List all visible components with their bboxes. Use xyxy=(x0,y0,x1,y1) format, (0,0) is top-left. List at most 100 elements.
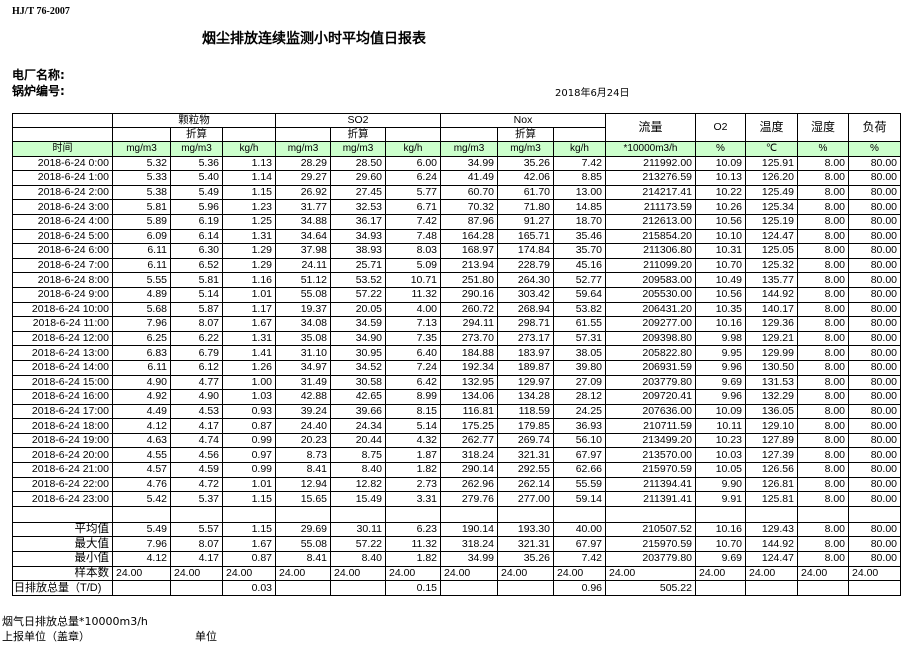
table-cell: 56.10 xyxy=(553,432,606,449)
table-cell: 125.34 xyxy=(745,199,798,215)
blank-row xyxy=(12,505,901,523)
table-cell: 29.60 xyxy=(330,170,386,186)
table-cell: 80.00 xyxy=(848,521,901,538)
table-cell: 8.15 xyxy=(385,403,441,420)
table-cell: 10.49 xyxy=(695,272,746,288)
table-cell: 10.56 xyxy=(695,286,746,303)
table-cell: 8.00 xyxy=(797,389,849,405)
table-cell: 4.90 xyxy=(112,374,171,391)
table-cell: 36.17 xyxy=(330,213,386,230)
table-cell: 1.15 xyxy=(222,521,276,538)
table-cell: 6.52 xyxy=(170,257,223,274)
table-cell: 35.26 xyxy=(497,551,554,567)
table-cell: 174.84 xyxy=(497,243,554,259)
table-cell: 6.83 xyxy=(112,345,171,361)
table-cell: 164.28 xyxy=(440,228,498,245)
header-load: 负荷 xyxy=(848,113,901,142)
table-cell: 24.00 xyxy=(440,565,498,582)
table-cell: 7.96 xyxy=(112,316,171,332)
table-cell: 15.65 xyxy=(275,491,331,507)
table-cell: 40.00 xyxy=(553,521,606,538)
table-cell: 9.98 xyxy=(695,330,746,347)
table-cell: % xyxy=(695,141,746,157)
table-cell: 8.00 xyxy=(797,243,849,259)
table-cell: 5.38 xyxy=(112,184,171,201)
table-cell: 8.00 xyxy=(797,491,849,507)
table-cell xyxy=(170,580,223,596)
table-cell: 24.25 xyxy=(553,403,606,420)
table-cell: 1.67 xyxy=(222,536,276,553)
table-cell: 4.76 xyxy=(112,476,171,493)
table-cell: 4.17 xyxy=(170,418,223,434)
table-cell: 140.17 xyxy=(745,301,798,318)
table-row: 2018-6-24 9:00 4.89 5.14 1.01 55.08 57.22 11.3… xyxy=(12,286,901,303)
table-cell: 80.00 xyxy=(848,374,901,391)
table-cell: 8.00 xyxy=(797,257,849,274)
table-cell: 31.10 xyxy=(275,345,331,361)
table-cell: mg/m3 xyxy=(170,141,223,157)
table-cell: 129.99 xyxy=(745,345,798,361)
table-cell: 4.89 xyxy=(112,286,171,303)
table-cell: 9.69 xyxy=(695,374,746,391)
table-cell: 24.40 xyxy=(275,418,331,434)
table-cell: 5.49 xyxy=(112,521,171,538)
table-cell: 0.87 xyxy=(222,418,276,434)
table-cell: 215854.20 xyxy=(605,228,696,245)
table-cell: 125.19 xyxy=(745,213,798,230)
table-cell: 9.95 xyxy=(695,345,746,361)
table-cell: 10.70 xyxy=(695,257,746,274)
table-cell: 80.00 xyxy=(848,476,901,493)
table-cell: 4.90 xyxy=(170,389,223,405)
table-cell: 9.90 xyxy=(695,476,746,493)
table-row: 2018-6-24 1:00 5.33 5.40 1.14 29.27 29.60 6.24… xyxy=(12,170,901,186)
table-cell: 9.69 xyxy=(695,551,746,567)
table-cell: 8.00 xyxy=(797,403,849,420)
table-cell: 1.25 xyxy=(222,213,276,230)
table-cell: 34.64 xyxy=(275,228,331,245)
table-cell: 10.26 xyxy=(695,199,746,215)
table-cell: 35.26 xyxy=(497,155,554,172)
table-cell: 129.97 xyxy=(497,374,554,391)
stats-row-label: 最大值 xyxy=(12,536,113,553)
table-row: 2018-6-24 16:00 4.92 4.90 1.03 42.88 42.65 8.9… xyxy=(12,389,901,405)
table-cell: 8.00 xyxy=(797,213,849,230)
table-cell: 8.00 xyxy=(797,155,849,172)
unit-label: 单位 xyxy=(195,630,217,643)
table-cell: 39.66 xyxy=(330,403,386,420)
table-cell: 31.49 xyxy=(275,374,331,391)
table-row-label: 2018-6-24 18:00 xyxy=(12,418,113,434)
table-row-label: 2018-6-24 16:00 xyxy=(12,389,113,405)
table-cell: 67.97 xyxy=(553,536,606,553)
table-cell: 8.03 xyxy=(385,243,441,259)
table-cell: 0.97 xyxy=(222,447,276,464)
table-cell xyxy=(695,580,746,596)
table-row-label: 2018-6-24 2:00 xyxy=(12,184,113,201)
table-cell: 24.00 xyxy=(497,565,554,582)
table-cell: 213.94 xyxy=(440,257,498,274)
table-cell: 8.00 xyxy=(797,301,849,318)
table-cell: 268.94 xyxy=(497,301,554,318)
table-cell: 10.10 xyxy=(695,228,746,245)
table-cell: 7.35 xyxy=(385,330,441,347)
table-cell: 5.37 xyxy=(170,491,223,507)
table-cell: 1.16 xyxy=(222,272,276,288)
table-row-label: 2018-6-24 8:00 xyxy=(12,272,113,288)
table-row-label: 2018-6-24 14:00 xyxy=(12,359,113,376)
table-cell: 125.91 xyxy=(745,155,798,172)
stats-row-label: 最小值 xyxy=(12,551,113,567)
table-cell xyxy=(797,580,849,596)
table-cell: 8.00 xyxy=(797,476,849,493)
table-cell: 125.32 xyxy=(745,257,798,274)
header-flow: 流量 xyxy=(605,113,696,142)
table-cell: 0.99 xyxy=(222,462,276,478)
table-row-label: 2018-6-24 1:00 xyxy=(12,170,113,186)
table-cell: 290.16 xyxy=(440,286,498,303)
table-cell: 8.00 xyxy=(797,462,849,478)
table-cell: 4.49 xyxy=(112,403,171,420)
table-cell: 30.58 xyxy=(330,374,386,391)
table-cell: 132.29 xyxy=(745,389,798,405)
table-cell: 205530.00 xyxy=(605,286,696,303)
table-cell: 5.40 xyxy=(170,170,223,186)
table-cell: 8.00 xyxy=(797,184,849,201)
table-cell: 35.46 xyxy=(553,228,606,245)
